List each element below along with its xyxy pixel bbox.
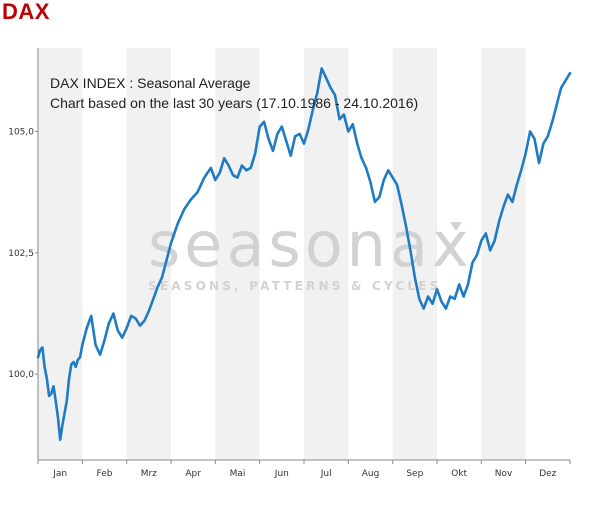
watermark-brand: seasonax	[148, 208, 473, 281]
watermark: seasonax SEASONS, PATTERNS & CYCLES	[148, 208, 473, 293]
month-bands	[38, 48, 526, 460]
y-tick-label: 105,0	[8, 127, 34, 137]
watermark-tagline: SEASONS, PATTERNS & CYCLES	[148, 279, 442, 293]
x-tick-label: Jan	[52, 469, 67, 479]
page-title: DAX	[2, 0, 50, 24]
x-tick-label: Okt	[451, 469, 467, 479]
chart-title: DAX INDEX : Seasonal Average	[50, 75, 251, 91]
month-band	[38, 48, 83, 460]
x-axis: Jan Feb Mrz Apr Mai Jun Jul Aug Sep Okt Nov Dez	[37, 459, 571, 479]
x-tick-label: Dez	[539, 469, 556, 479]
y-axis: 100,0 102,5 105,0	[8, 48, 39, 460]
watermark-x-accent-icon	[450, 222, 462, 231]
x-tick-label: Aug	[362, 469, 380, 479]
y-tick-label: 102,5	[8, 249, 34, 259]
y-tick-label: 100,0	[8, 370, 34, 380]
x-tick-label: Apr	[185, 469, 201, 479]
x-tick-label: Sep	[406, 469, 423, 479]
x-tick-label: Nov	[495, 469, 513, 479]
month-band	[126, 48, 171, 460]
x-tick-label: Jul	[320, 469, 332, 479]
x-tick-label: Feb	[97, 469, 113, 479]
month-band	[215, 48, 260, 460]
month-band	[481, 48, 526, 460]
x-tick-label: Jun	[274, 469, 289, 479]
chart-subtitle: Chart based on the last 30 years (17.10.…	[50, 95, 418, 111]
x-tick-label: Mai	[230, 469, 246, 479]
month-band	[392, 48, 437, 460]
series-line	[36, 67, 572, 441]
x-tick-label: Mrz	[141, 469, 157, 479]
